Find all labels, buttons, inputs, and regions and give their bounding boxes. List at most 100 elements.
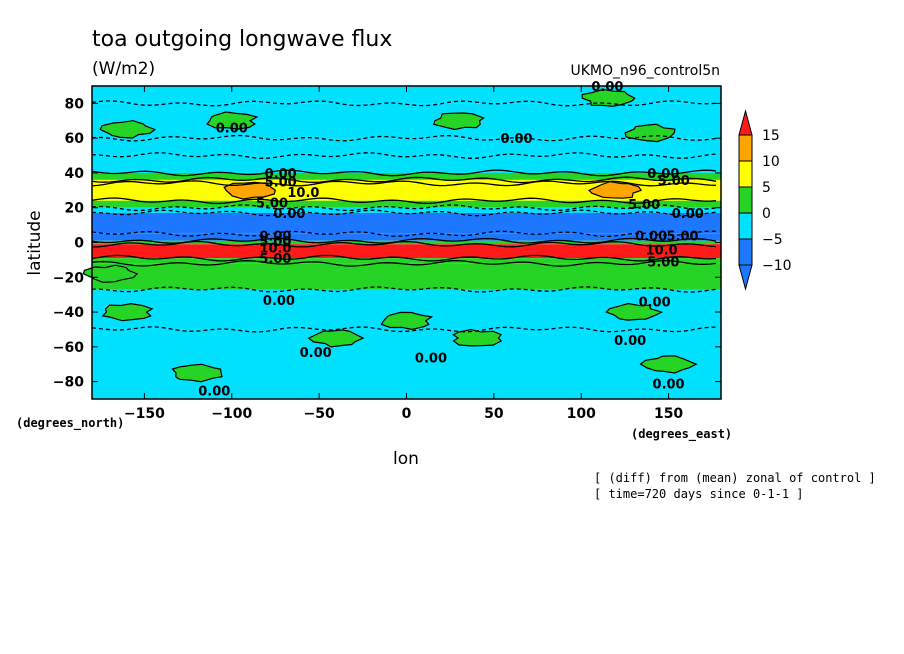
contour-label: 5.00: [647, 256, 679, 271]
x-tick-label: −150: [124, 406, 165, 422]
zonal-band: [92, 263, 721, 290]
colorbar-bin: [738, 134, 753, 162]
zonal-band: [92, 155, 721, 173]
contour-line: [91, 197, 717, 205]
colorbar-level-label: 15: [762, 128, 780, 144]
x-axis-title: lon: [393, 449, 419, 469]
zonal-band: [92, 258, 721, 264]
zonal-band: [92, 138, 721, 156]
contour-label: 5.00: [628, 198, 660, 213]
contour-line: [91, 237, 717, 244]
anomaly-patch: [206, 111, 259, 130]
colorbar-level-label: −5: [762, 232, 783, 248]
anomaly-patch: [452, 328, 503, 347]
anomaly-patch: [581, 88, 636, 107]
zonal-band: [92, 172, 721, 180]
anomaly-patch: [587, 180, 643, 199]
x-axis-ticks: −150 −100 −50 0 50 100 150: [124, 86, 683, 422]
x-axis-unit-label: (degrees_east): [631, 427, 732, 442]
contour-label: 0.00: [501, 132, 533, 147]
contour-label: 0.00: [265, 167, 297, 182]
anomaly-patch: [99, 120, 157, 139]
contour-label: 0.00: [614, 334, 646, 349]
contour-label: 10.0: [287, 186, 319, 201]
colorbar-bin: [738, 238, 753, 266]
anomaly-patch-layer: [82, 88, 698, 383]
contour-line: [91, 240, 717, 248]
contour-line: [91, 259, 717, 267]
contour-label: 0.00: [263, 294, 295, 309]
contour-label: 10.0: [259, 242, 291, 257]
colorbar-bin: [738, 109, 753, 136]
colorbar-bin: [738, 160, 753, 188]
x-tick-label: −50: [304, 406, 335, 422]
contour-label: 0.00: [647, 167, 679, 182]
contour-label: 0.00: [672, 207, 704, 222]
x-tick-label: 0: [402, 406, 412, 422]
zonal-band: [92, 200, 721, 208]
contour-line: [91, 180, 717, 187]
zonal-band: [92, 207, 721, 213]
contour-label: 0.00: [639, 296, 671, 311]
contour-label: 0.00: [635, 230, 667, 245]
contour-label: 0.00: [653, 377, 685, 392]
colorbar-bin: [738, 212, 753, 240]
note-line-1: [ (diff) from (mean) zonal of control ]: [594, 471, 876, 485]
colorbar-level-label: 0: [762, 206, 771, 222]
run-name-label: UKMO_n96_control5n: [570, 63, 720, 79]
y-axis-unit-label: (degrees_north): [16, 416, 124, 431]
contour-label: 5.00: [658, 174, 690, 189]
contour-label: 0.00: [216, 122, 248, 137]
x-tick-label: 150: [654, 406, 683, 422]
units-label: (W/m2): [92, 59, 155, 79]
anomaly-patch: [307, 329, 365, 348]
zonal-band: [92, 212, 721, 234]
contour-label: 0.00: [300, 346, 332, 361]
colorbar-level-label: −10: [762, 258, 792, 274]
contour-label: 5.00: [256, 197, 288, 212]
contour-line: [91, 254, 717, 262]
y-tick-label: 80: [65, 96, 85, 112]
y-tick-label: 0: [74, 236, 84, 252]
contour-label: 5.00: [259, 235, 291, 250]
x-tick-label: −100: [211, 406, 252, 422]
contour-label: 0.00: [198, 384, 230, 399]
colorbar-bin: [738, 186, 753, 214]
contour-label: 5.00: [259, 252, 291, 267]
chart-title: toa outgoing longwave flux: [92, 27, 392, 52]
x-tick-label: 100: [567, 406, 596, 422]
anomaly-patch: [432, 112, 485, 131]
contour-line-layer: [91, 100, 717, 333]
zonal-band: [92, 103, 721, 139]
y-tick-label: 40: [65, 166, 85, 182]
y-axis-title: latitude: [25, 210, 45, 275]
zonal-band: [92, 86, 721, 104]
contour-label: 0.00: [259, 230, 291, 245]
y-tick-label: −20: [53, 270, 84, 286]
anomaly-patch: [380, 311, 434, 331]
colorbar-level-label: 5: [762, 180, 771, 196]
colorbar-bin: [738, 264, 753, 291]
x-tick-label: 50: [484, 406, 504, 422]
zonal-band: [92, 244, 721, 259]
colorbar-level-label: 10: [762, 154, 780, 170]
anomaly-patch: [82, 264, 139, 284]
contour-label: 5.00: [265, 176, 297, 191]
y-tick-label: −80: [53, 375, 84, 391]
contour-line: [91, 169, 717, 177]
contour-label: 0.00: [591, 80, 623, 95]
anomaly-patch: [605, 302, 664, 321]
y-tick-label: 20: [65, 201, 85, 217]
zonal-band: [92, 233, 721, 241]
zonal-band: [92, 240, 721, 245]
contour-label: 10.0: [646, 243, 678, 258]
anomaly-patch: [639, 355, 698, 374]
contour-label: 5.00: [667, 230, 699, 245]
contour-label: 0.00: [415, 351, 447, 366]
colorbar: 15 10 5 0 −5 −10: [738, 109, 792, 291]
y-tick-label: 60: [65, 131, 85, 147]
y-tick-label: −40: [53, 305, 84, 321]
